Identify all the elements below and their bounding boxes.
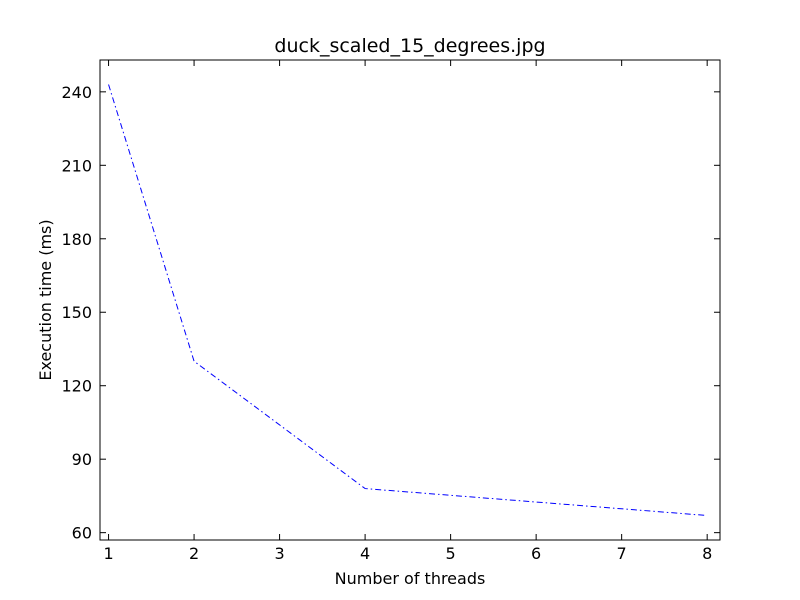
- y-tick-label: 210: [61, 156, 92, 175]
- x-tick-label: 2: [189, 544, 199, 563]
- x-tick-label: 3: [274, 544, 284, 563]
- y-tick-label: 240: [61, 83, 92, 102]
- y-tick-label: 180: [61, 230, 92, 249]
- y-tick-label: 150: [61, 303, 92, 322]
- y-tick-label: 120: [61, 377, 92, 396]
- x-tick-label: 5: [446, 544, 456, 563]
- x-tick-label: 4: [360, 544, 370, 563]
- y-tick-label: 60: [72, 524, 92, 543]
- x-axis-label: Number of threads: [335, 569, 486, 588]
- x-tick-label: 7: [617, 544, 627, 563]
- chart-title: duck_scaled_15_degrees.jpg: [274, 35, 545, 57]
- y-tick-label: 90: [72, 450, 92, 469]
- x-tick-label: 1: [103, 544, 113, 563]
- x-tick-label: 8: [702, 544, 712, 563]
- y-axis-label: Execution time (ms): [36, 219, 55, 380]
- x-tick-label: 6: [531, 544, 541, 563]
- plot-frame: [99, 59, 721, 541]
- series-line: [108, 84, 708, 517]
